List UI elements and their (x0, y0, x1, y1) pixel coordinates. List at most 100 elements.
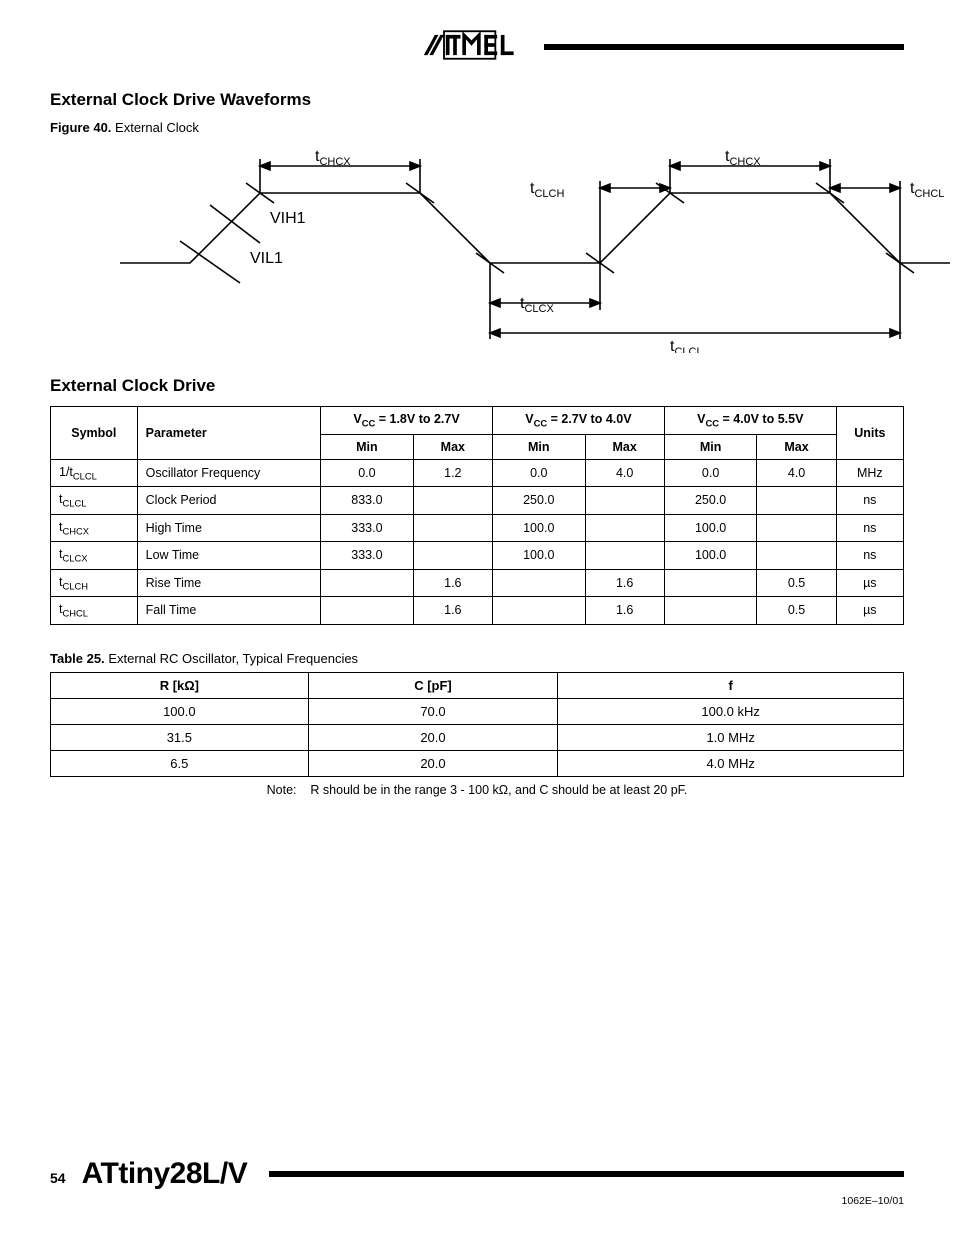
section-drive-title: External Clock Drive (50, 376, 904, 396)
cell-value (585, 542, 664, 570)
cell-value: 4.0 (585, 459, 664, 487)
spec-col-param: Parameter (137, 407, 320, 460)
cell-value (585, 487, 664, 515)
cell-parameter: Low Time (137, 542, 320, 570)
cell-parameter: High Time (137, 514, 320, 542)
rc-col-f: f (558, 672, 904, 698)
cell-value (413, 542, 492, 570)
cell-symbol: tCHCL (51, 597, 138, 625)
atmel-logo (422, 30, 532, 60)
label-tclcl: tCLCL (670, 338, 703, 353)
cell-symbol: tCLCH (51, 569, 138, 597)
cell-value: 333.0 (321, 542, 414, 570)
spec-group-2: VCC = 2.7V to 4.0V (492, 407, 664, 435)
spec-col-max2: Max (585, 434, 664, 459)
cell-units: ns (836, 514, 903, 542)
cell-value (413, 514, 492, 542)
table-row: 100.070.0100.0 kHz (51, 698, 904, 724)
rc-table: R [kΩ] C [pF] f 100.070.0100.0 kHz31.520… (50, 672, 904, 777)
cell-value (321, 597, 414, 625)
table25-note: Note: R should be in the range 3 - 100 k… (50, 783, 904, 797)
page-footer: 54 ATtiny28L/V 1062E–10/01 (50, 1157, 904, 1207)
cell-value: 31.5 (51, 724, 309, 750)
spec-col-symbol: Symbol (51, 407, 138, 460)
table25-label: Table 25. (50, 651, 105, 666)
cell-symbol: tCHCX (51, 514, 138, 542)
label-tchcl: tCHCL (910, 180, 944, 200)
cell-value (664, 597, 757, 625)
cell-symbol: 1/tCLCL (51, 459, 138, 487)
table-row: tCHCLFall Time1.61.60.5µs (51, 597, 904, 625)
cell-value: 0.0 (321, 459, 414, 487)
cell-value (757, 487, 836, 515)
cell-value: 4.0 MHz (558, 750, 904, 776)
figure-caption: Figure 40. External Clock (50, 120, 904, 135)
spec-col-units: Units (836, 407, 903, 460)
spec-group-row: Symbol Parameter VCC = 1.8V to 2.7V VCC … (51, 407, 904, 435)
label-tclch: tCLCH (530, 180, 564, 200)
spec-col-max1: Max (413, 434, 492, 459)
rc-col-c: C [pF] (308, 672, 558, 698)
table25-title: External RC Oscillator, Typical Frequenc… (108, 651, 358, 666)
cell-symbol: tCLCL (51, 487, 138, 515)
table-row: tCLCXLow Time333.0100.0100.0ns (51, 542, 904, 570)
cell-parameter: Clock Period (137, 487, 320, 515)
cell-value: 1.0 MHz (558, 724, 904, 750)
cell-value: 100.0 kHz (558, 698, 904, 724)
cell-value: 1.6 (413, 569, 492, 597)
table-row: tCLCHRise Time1.61.60.5µs (51, 569, 904, 597)
table-row: 31.520.01.0 MHz (51, 724, 904, 750)
cell-value (757, 514, 836, 542)
cell-value: 100.0 (51, 698, 309, 724)
cell-value (757, 542, 836, 570)
cell-units: MHz (836, 459, 903, 487)
cell-value: 100.0 (492, 514, 585, 542)
cell-value: 20.0 (308, 724, 558, 750)
page-number: 54 (50, 1170, 66, 1186)
cell-value: 4.0 (757, 459, 836, 487)
cell-units: µs (836, 569, 903, 597)
table-row: tCHCXHigh Time333.0 100.0 100.0 ns (51, 514, 904, 542)
cell-value: 250.0 (664, 487, 757, 515)
spec-col-min3: Min (664, 434, 757, 459)
cell-value: 0.0 (664, 459, 757, 487)
header-bar (50, 30, 904, 60)
section-waveforms-title: External Clock Drive Waveforms (50, 90, 904, 110)
label-tchcx-left: tCHCX (315, 148, 351, 168)
label-tchcx-right: tCHCX (725, 148, 761, 168)
cell-value: 1.6 (413, 597, 492, 625)
table25-caption: Table 25. External RC Oscillator, Typica… (50, 651, 904, 666)
cell-units: ns (836, 542, 903, 570)
cell-parameter: Rise Time (137, 569, 320, 597)
cell-value: 0.5 (757, 569, 836, 597)
cell-value (664, 569, 757, 597)
cell-parameter: Oscillator Frequency (137, 459, 320, 487)
cell-value: 250.0 (492, 487, 585, 515)
spec-group-3: VCC = 4.0V to 5.5V (664, 407, 836, 435)
cell-value: 833.0 (321, 487, 414, 515)
cell-value: 0.0 (492, 459, 585, 487)
note-text: R should be in the range 3 - 100 kΩ, and… (310, 783, 687, 797)
spec-col-max3: Max (757, 434, 836, 459)
cell-parameter: Fall Time (137, 597, 320, 625)
footer-rule (269, 1171, 904, 1177)
waveform-diagram: tCHCX tCLCH tCHCX tCHCL VIH1 VIL1 tCLCX … (120, 143, 950, 358)
cell-value (413, 487, 492, 515)
spec-col-min1: Min (321, 434, 414, 459)
label-vih1: VIH1 (270, 210, 306, 227)
cell-value: 70.0 (308, 698, 558, 724)
cell-units: µs (836, 597, 903, 625)
spec-group-1: VCC = 1.8V to 2.7V (321, 407, 493, 435)
cell-value: 333.0 (321, 514, 414, 542)
cell-symbol: tCLCX (51, 542, 138, 570)
figure-title: External Clock (115, 120, 199, 135)
rc-col-r: R [kΩ] (51, 672, 309, 698)
cell-value: 20.0 (308, 750, 558, 776)
figure-label: Figure 40. (50, 120, 111, 135)
cell-value (492, 569, 585, 597)
cell-value (585, 514, 664, 542)
cell-value: 0.5 (757, 597, 836, 625)
doc-revision: 1062E–10/01 (50, 1195, 904, 1207)
cell-value: 100.0 (664, 514, 757, 542)
spec-table: Symbol Parameter VCC = 1.8V to 2.7V VCC … (50, 406, 904, 625)
